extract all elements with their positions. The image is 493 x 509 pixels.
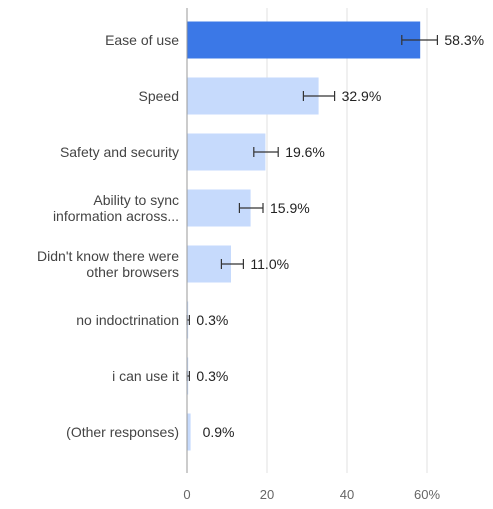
category-label: Ease of use [105,32,179,48]
category-label: i can use it [112,368,179,384]
category-label: Ability to sync information across... [53,192,179,224]
category-label-line: information across... [53,208,179,224]
bar-value-label: 19.6% [285,144,325,160]
category-label-line: other browsers [86,264,179,280]
category-label: (Other responses) [66,424,179,440]
x-tick-label: 40 [340,487,354,502]
bar-value-label: 32.9% [342,88,382,104]
category-label-line: no indoctrination [76,312,179,328]
x-tick-label: 0 [183,487,190,502]
bar-value-label: 58.3% [444,32,484,48]
category-label-line: Ease of use [105,32,179,48]
category-label-line: i can use it [112,368,179,384]
category-label: Safety and security [60,144,179,160]
bar [187,77,319,115]
category-label: Didn't know there were other browsers [37,248,179,280]
bar-value-label: 0.3% [196,368,228,384]
bar [187,413,191,451]
bar [187,133,266,171]
bar-value-label: 15.9% [270,200,310,216]
bar-value-label: 0.9% [203,424,235,440]
category-label-line: (Other responses) [66,424,179,440]
bar [187,21,421,59]
x-tick-label: 20 [260,487,274,502]
category-label-line: Ability to sync [93,192,179,208]
category-label: Speed [139,88,179,104]
category-label-line: Speed [139,88,179,104]
bar-value-label: 0.3% [196,312,228,328]
bar-value-label: 11.0% [250,256,289,272]
category-label: no indoctrination [76,312,179,328]
category-label-line: Safety and security [60,144,179,160]
category-label-line: Didn't know there were [37,248,179,264]
x-tick-label: 60% [414,487,440,502]
